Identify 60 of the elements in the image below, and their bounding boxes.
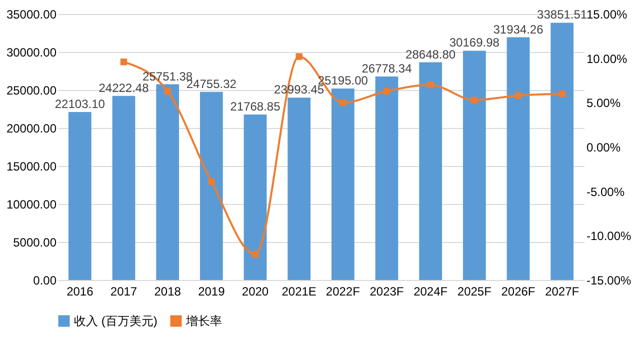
- point: [427, 82, 434, 88]
- x-tick-label: 2025F: [457, 284, 492, 298]
- x-tick-label: 2022F: [326, 284, 360, 298]
- bar: [112, 96, 136, 280]
- x-tick-label: 2027F: [545, 284, 580, 298]
- point: [471, 96, 478, 104]
- point: [252, 250, 259, 258]
- y2-tick-label: 15.00%: [586, 8, 628, 22]
- point: [164, 88, 171, 94]
- x-tick-label: 2018: [154, 284, 182, 298]
- bar: [375, 76, 398, 280]
- bar: [288, 98, 311, 280]
- y2-tick-label: -15.00%: [586, 274, 632, 288]
- y2-tick-label: -5.00%: [586, 184, 625, 199]
- y-tick-label: 35000.00: [6, 8, 57, 22]
- point: [514, 92, 522, 99]
- bar: [462, 50, 486, 280]
- data-label: 22103.10: [54, 97, 106, 112]
- bar: [200, 92, 223, 280]
- y-tick-label: 25000.00: [6, 84, 57, 98]
- y2-tick-label: 5.00%: [586, 96, 621, 110]
- data-label: 30169.98: [449, 36, 500, 50]
- legend-label: 收入 (百万美元): [74, 314, 158, 328]
- x-tick-label: 2017: [110, 284, 138, 298]
- bar: [550, 22, 574, 280]
- legend-label: 增长率: [185, 314, 222, 328]
- x-tick-label: 2024F: [414, 284, 448, 298]
- bar: [68, 112, 92, 280]
- point: [120, 58, 128, 66]
- x-tick-label: 2026F: [501, 284, 536, 298]
- data-label: 24222.48: [98, 80, 150, 95]
- data-label: 33851.51: [537, 8, 588, 22]
- y-tick-label: 0.00: [33, 274, 57, 288]
- point: [208, 178, 215, 185]
- y2-tick-label: 0.00%: [586, 140, 621, 154]
- y-tick-label: 20000.00: [6, 122, 57, 136]
- y-tick-label: 10000.00: [6, 198, 57, 212]
- data-label: 21768.85: [230, 100, 281, 114]
- data-label: 28648.80: [406, 47, 456, 62]
- x-tick-label: 2019: [198, 284, 226, 298]
- y-tick-label: 15000.00: [6, 160, 57, 174]
- bar: [244, 114, 267, 280]
- bar: [506, 37, 530, 280]
- point: [340, 99, 346, 106]
- y-tick-label: 5000.00: [13, 236, 57, 250]
- y2-tick-label: 10.00%: [586, 52, 628, 66]
- x-tick-label: 2020: [242, 284, 269, 298]
- bar: [331, 88, 354, 280]
- bar: [156, 84, 180, 280]
- y-tick-label: 30000.00: [6, 46, 57, 60]
- data-label: 26778.34: [362, 61, 412, 76]
- point: [558, 90, 566, 98]
- x-tick-label: 2021E: [282, 284, 316, 298]
- bar: [419, 62, 442, 280]
- point: [383, 88, 390, 94]
- data-label: 31934.26: [493, 22, 544, 36]
- x-tick-label: 2016: [66, 284, 94, 298]
- y2-tick-label: -10.00%: [586, 229, 632, 244]
- x-tick-label: 2023F: [370, 284, 404, 298]
- point: [296, 53, 302, 60]
